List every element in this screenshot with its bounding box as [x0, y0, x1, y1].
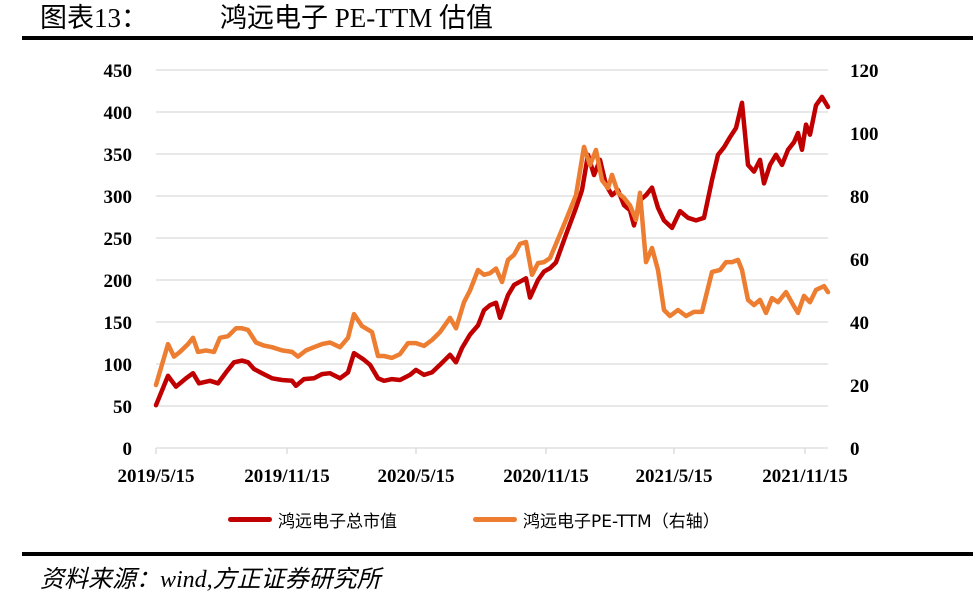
right-axis-tick: 40 [850, 313, 869, 334]
right-axis-tick: 80 [850, 187, 869, 208]
line-chart: 0 50 100 150 200 250 300 350 400 450 0 20 40 60 80 100… [104, 61, 879, 487]
left-axis-tick: 350 [104, 145, 133, 166]
left-axis-tick: 300 [104, 187, 133, 208]
legend-label-market-cap: 鸿远电子总市值 [278, 511, 397, 532]
x-axis-tick: 2020/11/15 [503, 466, 589, 487]
pe-ttm-line [153, 144, 831, 388]
legend: 鸿远电子总市值 鸿远电子PE-TTM（右轴） [0, 504, 973, 534]
top-rule [22, 36, 973, 40]
left-axis-tick: 50 [113, 397, 132, 418]
right-axis-tick: 60 [850, 250, 869, 271]
figure-title: 图表13： 鸿远电子 PE-TTM 估值 [40, 0, 493, 36]
x-axis-tick: 2021/5/15 [635, 466, 712, 487]
left-axis-ticks: 0 50 100 150 200 250 300 350 400 450 [104, 61, 133, 460]
legend-item-market-cap: 鸿远电子总市值 [228, 504, 397, 534]
series-lines [153, 94, 831, 408]
gridlines [156, 69, 828, 449]
left-axis-tick: 150 [104, 313, 133, 334]
bottom-rule [22, 552, 973, 556]
chart-title: 鸿远电子 PE-TTM 估值 [220, 3, 493, 33]
source-note: 资料来源：wind,方正证券研究所 [40, 567, 381, 593]
left-axis-tick: 200 [104, 271, 133, 292]
right-axis-tick: 100 [850, 124, 879, 145]
left-axis-tick: 250 [104, 229, 133, 250]
x-axis-tick: 2019/11/15 [244, 466, 330, 487]
market-cap-line [153, 94, 831, 408]
figure-label: 图表13： [40, 3, 148, 33]
right-axis-tick: 0 [850, 439, 860, 460]
x-axis: 2019/5/15 2019/11/15 2020/5/15 2020/11/15 20… [117, 448, 848, 487]
x-axis-tick: 2021/11/15 [762, 466, 848, 487]
legend-swatch-orange [473, 516, 517, 522]
x-axis-tick: 2019/5/15 [117, 466, 194, 487]
left-axis-tick: 400 [104, 103, 133, 124]
left-axis-tick: 450 [104, 61, 133, 82]
legend-item-pe-ttm: 鸿远电子PE-TTM（右轴） [473, 504, 720, 534]
right-axis-ticks: 0 20 40 60 80 100 120 [850, 61, 879, 460]
legend-swatch-red [228, 516, 272, 522]
legend-label-pe-ttm: 鸿远电子PE-TTM（右轴） [523, 511, 720, 532]
left-axis-tick: 0 [123, 439, 133, 460]
right-axis-tick: 120 [850, 61, 879, 82]
left-axis-tick: 100 [104, 355, 133, 376]
x-axis-tick: 2020/5/15 [377, 466, 454, 487]
right-axis-tick: 20 [850, 376, 869, 397]
